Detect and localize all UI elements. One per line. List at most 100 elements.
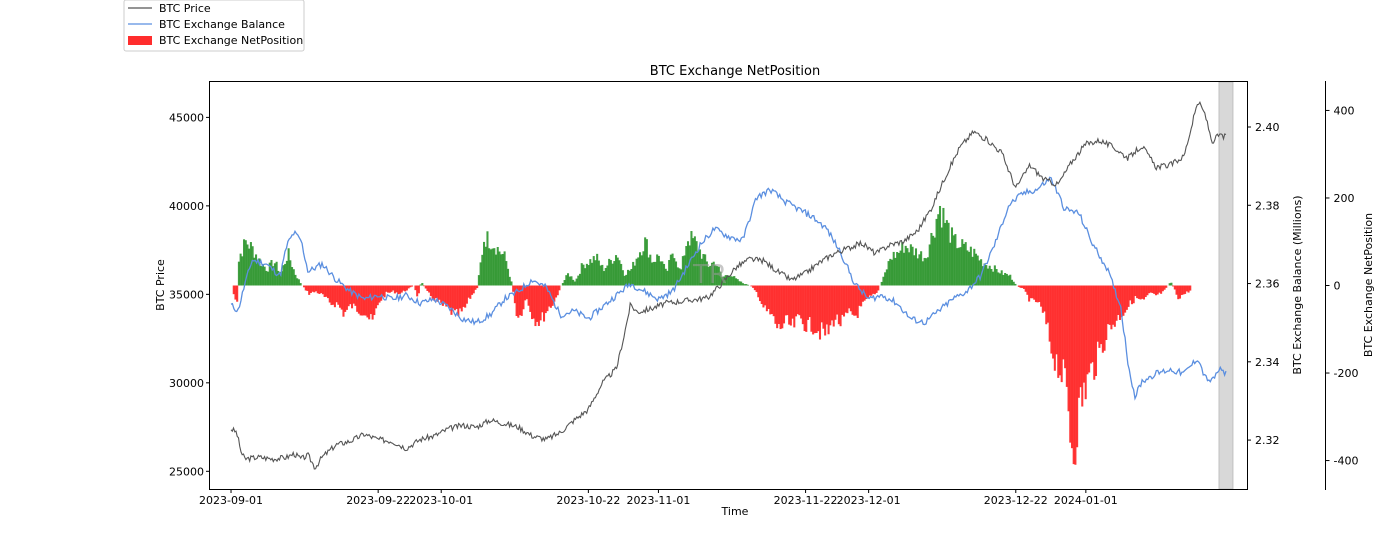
- netposition-bar: [313, 285, 316, 293]
- netposition-bar: [992, 271, 995, 286]
- netposition-bar: [889, 258, 892, 286]
- netposition-bar: [930, 232, 933, 286]
- y-right-netposition-tick-label: 400: [1334, 104, 1355, 117]
- netposition-bar: [294, 274, 297, 286]
- netposition-bar: [585, 263, 588, 286]
- netposition-bar: [935, 218, 938, 286]
- netposition-bar: [961, 239, 964, 286]
- netposition-bar: [407, 285, 410, 289]
- netposition-bar: [1028, 285, 1031, 302]
- netposition-bar: [1187, 285, 1190, 293]
- x-tick-label: 2023-09-01: [199, 494, 263, 507]
- netposition-bar: [1127, 285, 1130, 307]
- y-left-tick-label: 30000: [169, 377, 204, 390]
- x-tick-label: 2023-12-22: [984, 494, 1048, 507]
- netposition-bar: [932, 235, 935, 286]
- netposition-bar: [630, 268, 633, 286]
- netposition-bar: [1180, 285, 1183, 296]
- netposition-bar: [280, 271, 283, 286]
- netposition-bar: [1009, 274, 1012, 286]
- netposition-bar: [1058, 285, 1062, 376]
- netposition-bar: [241, 256, 244, 286]
- netposition-bar: [1182, 285, 1185, 295]
- netposition-bar: [956, 248, 959, 286]
- netposition-bar: [489, 249, 492, 286]
- netposition-bar: [543, 285, 546, 322]
- netposition-bar: [832, 285, 835, 327]
- netposition-bar: [645, 239, 648, 286]
- netposition-bar: [997, 272, 1000, 286]
- netposition-bar: [1069, 285, 1072, 443]
- netposition-bar: [1064, 285, 1067, 369]
- netposition-bar: [493, 248, 496, 286]
- netposition-bar: [1120, 285, 1123, 318]
- netposition-bar: [469, 285, 472, 299]
- netposition-bar: [620, 263, 623, 286]
- netposition-bar: [397, 285, 400, 295]
- netposition-bar: [452, 285, 455, 309]
- netposition-bar: [349, 285, 352, 305]
- netposition-bar: [1079, 285, 1082, 388]
- netposition-bar: [707, 266, 710, 286]
- netposition-bar: [519, 285, 522, 316]
- netposition-bar: [285, 260, 288, 286]
- netposition-bar: [1065, 285, 1068, 387]
- netposition-bar: [781, 285, 784, 329]
- y-left-tick-label: 35000: [169, 288, 204, 301]
- netposition-bar: [1163, 285, 1166, 290]
- netposition-bar: [827, 285, 830, 335]
- netposition-bar: [649, 254, 652, 286]
- netposition-bar: [513, 285, 516, 304]
- netposition-bar: [734, 278, 738, 286]
- netposition-bar: [760, 285, 763, 305]
- netposition-bar: [577, 275, 580, 286]
- netposition-bar: [789, 285, 792, 326]
- netposition-bar: [621, 270, 624, 286]
- netposition-bar: [491, 248, 494, 286]
- netposition-bar: [652, 261, 655, 286]
- netposition-bar: [465, 285, 468, 304]
- netposition-bar: [714, 265, 717, 286]
- netposition-bar: [916, 258, 919, 286]
- netposition-bar: [1098, 285, 1101, 348]
- netposition-bar: [722, 276, 726, 286]
- netposition-bar: [1139, 285, 1142, 300]
- netposition-bar: [321, 285, 324, 295]
- netposition-bar: [954, 234, 957, 286]
- netposition-bar: [1081, 285, 1084, 407]
- netposition-bar: [1108, 285, 1111, 325]
- netposition-bar: [570, 276, 573, 286]
- x-tick-label: 2023-11-22: [774, 494, 838, 507]
- netposition-bar: [1142, 285, 1146, 300]
- netposition-bar: [354, 285, 357, 306]
- netposition-bar: [971, 256, 974, 286]
- netposition-bar: [580, 263, 583, 286]
- netposition-bar: [611, 263, 614, 286]
- netposition-bar: [632, 261, 635, 286]
- netposition-bar: [957, 247, 960, 286]
- netposition-bar: [510, 281, 513, 286]
- netposition-bar: [962, 243, 966, 286]
- netposition-bar: [894, 257, 897, 286]
- netposition-bar: [798, 285, 801, 316]
- y-right-balance-tick-label: 2.40: [1255, 121, 1280, 134]
- netposition-bar: [805, 285, 808, 332]
- netposition-bar: [1048, 285, 1051, 342]
- netposition-bar: [258, 258, 261, 286]
- netposition-bar: [263, 266, 266, 286]
- netposition-bar: [1112, 285, 1115, 325]
- netposition-bar: [777, 285, 780, 325]
- netposition-bar: [767, 285, 770, 309]
- netposition-bar: [457, 285, 460, 317]
- netposition-bar: [860, 285, 863, 307]
- netposition-bar: [842, 285, 846, 317]
- netposition-bar: [1134, 285, 1137, 297]
- y-right-balance-label: BTC Exchange Balance (Millions): [1291, 195, 1304, 374]
- netposition-bar: [1014, 283, 1017, 286]
- netposition-bar: [808, 285, 811, 318]
- netposition-bar: [892, 251, 895, 286]
- netposition-bar: [698, 249, 702, 286]
- netposition-bar: [786, 285, 789, 316]
- netposition-bar: [357, 285, 360, 314]
- netposition-bar: [858, 285, 861, 306]
